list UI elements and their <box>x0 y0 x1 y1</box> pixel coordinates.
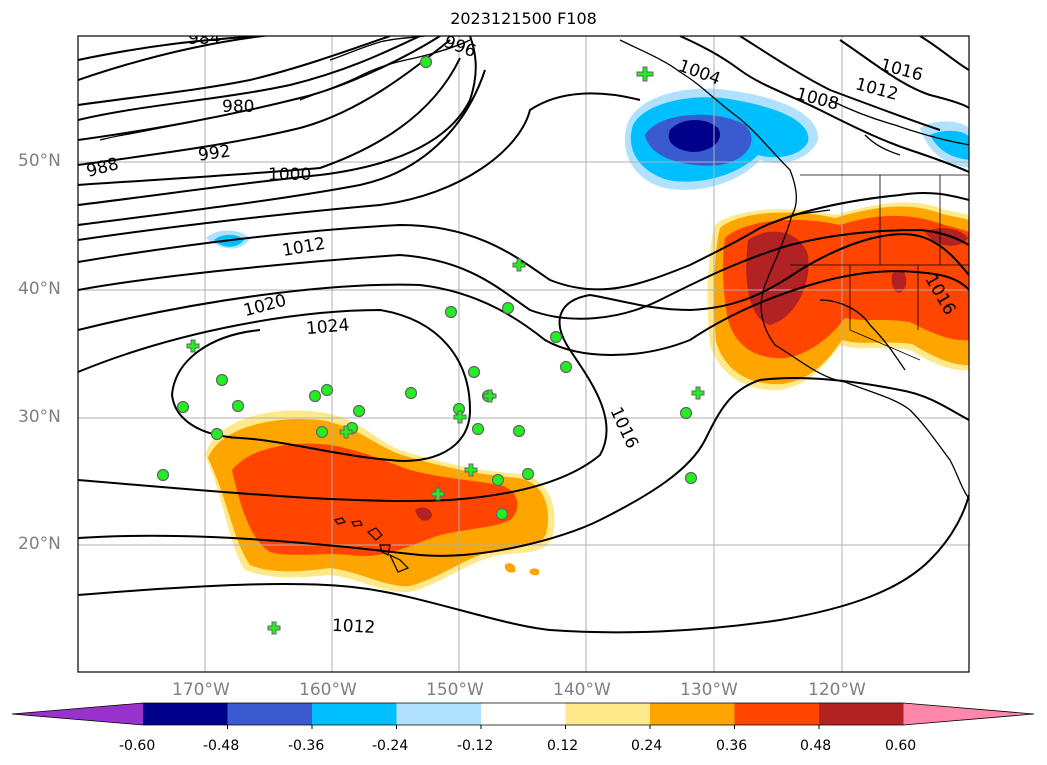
cross-marker <box>267 621 281 635</box>
isobar-label-group: 984 996 1004 1008 1012 1016 980 992 988 … <box>84 29 959 638</box>
station-marker <box>679 406 693 420</box>
isobar-label: 980 <box>222 97 254 117</box>
isobar-label: 1012 <box>331 616 375 638</box>
cross-marker <box>431 487 445 501</box>
isobar-label: 1012 <box>281 234 327 261</box>
isobar-label: 984 <box>188 29 220 49</box>
colorbar-segment <box>143 703 228 725</box>
cross-marker <box>339 425 353 439</box>
isobar-contours <box>78 36 969 634</box>
station-marker <box>444 305 458 319</box>
station-marker <box>156 468 170 482</box>
colorbar-tick-label: 0.48 <box>800 738 832 754</box>
map-title: 2023121500 F108 <box>450 9 597 28</box>
station-marker <box>210 427 224 441</box>
cross-marker <box>636 66 654 82</box>
station-marker <box>231 399 245 413</box>
colorbar-extend-high <box>903 703 1034 725</box>
lat-label: 40°N <box>18 279 61 299</box>
station-marker <box>352 404 366 418</box>
lat-label: 50°N <box>18 151 61 171</box>
isobar-label: 988 <box>84 154 121 182</box>
colorbar-tick-label: 0.60 <box>885 738 917 754</box>
station-marker <box>315 425 329 439</box>
graticule <box>78 36 969 672</box>
station-marker <box>320 383 334 397</box>
lon-label: 170°W <box>172 680 230 700</box>
colorbar-tick-label: -0.60 <box>119 738 156 754</box>
colorbar-segment <box>312 703 397 725</box>
station-marker <box>501 301 515 315</box>
colorbar-extend-low <box>12 703 143 725</box>
station-marker <box>549 330 563 344</box>
lon-label: 140°W <box>553 680 611 700</box>
colorbar-tick-label: 0.24 <box>631 738 663 754</box>
lat-label: 30°N <box>18 407 61 427</box>
colorbar-tick-label: -0.24 <box>372 738 409 754</box>
map-frame <box>77 35 970 673</box>
colorbar-tick-label: 0.36 <box>716 738 748 754</box>
isobar-label: 992 <box>197 141 232 165</box>
lon-label: 160°W <box>299 680 357 700</box>
colorbar-tick-label: -0.48 <box>203 738 240 754</box>
station-marker <box>176 400 190 414</box>
cross-marker <box>483 389 497 403</box>
isobar-label: 1024 <box>305 315 350 339</box>
isobar-label: 1000 <box>268 165 311 185</box>
isobar-label: 1016 <box>606 404 642 452</box>
station-marker <box>215 373 229 387</box>
colorbar-tick-label: -0.12 <box>457 738 494 754</box>
colorbar-segment <box>734 703 820 725</box>
station-marker <box>684 471 698 485</box>
colorbar-segment <box>819 703 904 725</box>
station-marker <box>495 507 509 521</box>
isobar-label: 1004 <box>676 56 723 90</box>
colorbar <box>11 702 1035 729</box>
cross-marker <box>453 410 467 424</box>
cross-marker <box>512 258 526 272</box>
station-marker <box>467 365 481 379</box>
colorbar-tick-label: -0.36 <box>288 738 325 754</box>
cross-marker <box>691 386 705 400</box>
station-marker <box>512 424 526 438</box>
colorbar-segment <box>396 703 482 725</box>
negative-anomaly-shading <box>206 88 969 249</box>
colorbar-tick-label: 0.12 <box>547 738 579 754</box>
colorbar-segment <box>565 703 651 725</box>
hawaii-islands <box>333 517 410 573</box>
colorbar-segment <box>650 703 735 725</box>
cross-markers <box>186 66 705 635</box>
colorbar-segment <box>227 703 313 725</box>
isobar-label: 1008 <box>794 84 841 115</box>
station-marker <box>404 386 418 400</box>
station-marker <box>419 55 433 69</box>
cross-marker <box>186 339 200 353</box>
colorbar-segment <box>481 703 566 725</box>
lon-label: 120°W <box>808 680 866 700</box>
lon-label: 150°W <box>426 680 484 700</box>
station-marker <box>471 422 485 436</box>
isobar-label: 1020 <box>242 291 289 322</box>
station-marker <box>521 467 535 481</box>
colorbar-outline <box>11 702 1035 726</box>
station-marker <box>559 360 573 374</box>
state-borders <box>790 174 969 361</box>
station-marker <box>491 473 505 487</box>
lon-label: 130°W <box>680 680 738 700</box>
lat-label: 20°N <box>18 534 61 554</box>
cross-marker <box>464 463 478 477</box>
station-marker <box>308 389 322 403</box>
